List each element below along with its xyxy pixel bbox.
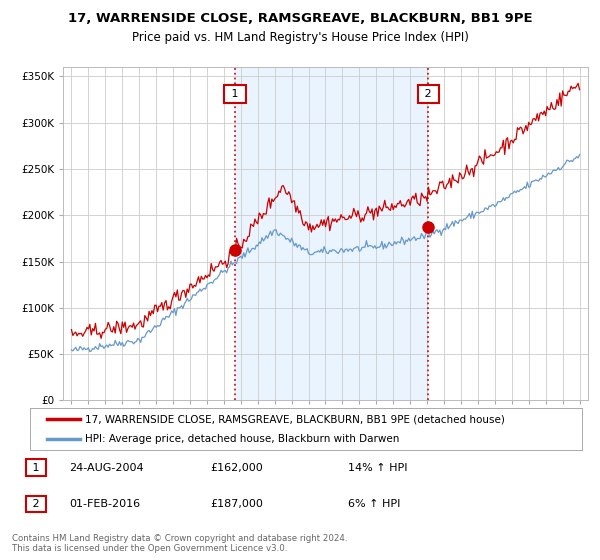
Text: 2: 2: [29, 499, 43, 509]
Text: HPI: Average price, detached house, Blackburn with Darwen: HPI: Average price, detached house, Blac…: [85, 434, 400, 444]
Text: 2: 2: [421, 89, 436, 99]
Text: £187,000: £187,000: [210, 499, 263, 509]
Text: 14% ↑ HPI: 14% ↑ HPI: [348, 463, 407, 473]
Text: 1: 1: [29, 463, 43, 473]
Text: 17, WARRENSIDE CLOSE, RAMSGREAVE, BLACKBURN, BB1 9PE: 17, WARRENSIDE CLOSE, RAMSGREAVE, BLACKB…: [68, 12, 532, 25]
Bar: [235, 67, 428, 400]
Text: 01-FEB-2016: 01-FEB-2016: [69, 499, 140, 509]
Text: 1: 1: [228, 89, 242, 99]
Text: 17, WARRENSIDE CLOSE, RAMSGREAVE, BLACKBURN, BB1 9PE (detached house): 17, WARRENSIDE CLOSE, RAMSGREAVE, BLACKB…: [85, 414, 505, 424]
Text: £162,000: £162,000: [210, 463, 263, 473]
Text: 24-AUG-2004: 24-AUG-2004: [69, 463, 143, 473]
Text: Price paid vs. HM Land Registry's House Price Index (HPI): Price paid vs. HM Land Registry's House …: [131, 31, 469, 44]
Text: Contains HM Land Registry data © Crown copyright and database right 2024.
This d: Contains HM Land Registry data © Crown c…: [12, 534, 347, 553]
Text: 6% ↑ HPI: 6% ↑ HPI: [348, 499, 400, 509]
